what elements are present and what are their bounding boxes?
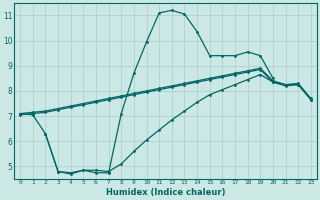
X-axis label: Humidex (Indice chaleur): Humidex (Indice chaleur) — [106, 188, 225, 197]
